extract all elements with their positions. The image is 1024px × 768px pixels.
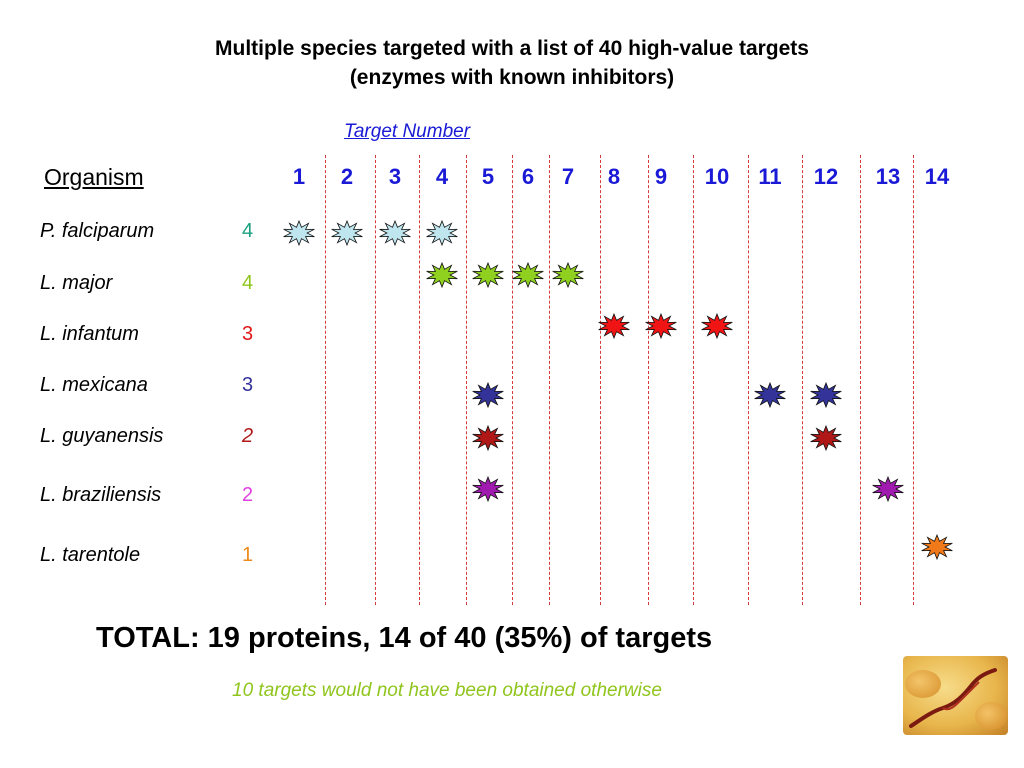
organism-target-count: 1 — [242, 544, 254, 566]
column-divider — [648, 155, 649, 605]
column-divider — [419, 155, 420, 605]
organism-name: L. braziliensis — [40, 484, 162, 506]
target-marker-star — [379, 219, 411, 247]
column-number-13: 13 — [875, 164, 901, 189]
column-divider — [325, 155, 326, 605]
organism-header: Organism — [44, 164, 144, 190]
column-number-6: 6 — [521, 164, 535, 189]
trypanosome-image — [903, 656, 1008, 735]
target-marker-star — [512, 261, 544, 289]
target-marker-star — [472, 261, 504, 289]
organism-target-count: 3 — [242, 374, 254, 396]
organism-name: L. infantum — [40, 323, 139, 345]
target-marker-star — [331, 219, 363, 247]
column-number-2: 2 — [340, 164, 354, 189]
target-marker-star — [598, 312, 630, 340]
organism-target-count: 2 — [242, 425, 254, 447]
column-number-9: 9 — [654, 164, 668, 189]
organism-name: L. tarentole — [40, 544, 141, 566]
organism-target-count: 3 — [242, 323, 254, 345]
total-summary: TOTAL: 19 proteins, 14 of 40 (35%) of ta… — [96, 622, 713, 654]
target-marker-star — [472, 475, 504, 503]
column-divider — [512, 155, 513, 605]
title-line-2: (enzymes with known inhibitors) — [349, 66, 675, 89]
column-number-5: 5 — [481, 164, 495, 189]
target-marker-star — [754, 381, 786, 409]
organism-name: L. mexicana — [40, 374, 148, 396]
column-number-12: 12 — [813, 164, 839, 189]
column-number-11: 11 — [758, 164, 782, 189]
column-divider — [375, 155, 376, 605]
column-number-1: 1 — [292, 164, 306, 189]
target-marker-star — [283, 219, 315, 247]
column-divider — [466, 155, 467, 605]
note-text: 10 targets would not have been obtained … — [232, 680, 662, 701]
column-divider — [860, 155, 861, 605]
column-divider — [802, 155, 803, 605]
organism-name: L. guyanensis — [40, 425, 164, 447]
column-number-7: 7 — [561, 164, 575, 189]
column-divider — [600, 155, 601, 605]
target-number-label: Target Number — [344, 121, 471, 142]
target-marker-star — [921, 533, 953, 561]
target-marker-star — [472, 424, 504, 452]
slide-title: Multiple species targeted with a list of… — [0, 34, 1024, 92]
column-divider — [748, 155, 749, 605]
target-marker-star — [552, 261, 584, 289]
column-divider — [693, 155, 694, 605]
target-marker-star — [645, 312, 677, 340]
target-marker-star — [426, 261, 458, 289]
target-marker-star — [810, 381, 842, 409]
target-marker-star — [701, 312, 733, 340]
column-divider — [913, 155, 914, 605]
column-number-14: 14 — [924, 164, 950, 189]
organism-target-count: 4 — [242, 272, 254, 294]
column-number-3: 3 — [388, 164, 402, 189]
column-divider — [549, 155, 550, 605]
organism-target-count: 2 — [242, 484, 254, 506]
organism-target-count: 4 — [242, 220, 254, 242]
column-number-8: 8 — [607, 164, 621, 189]
organism-name: L. major — [40, 272, 113, 294]
title-line-1: Multiple species targeted with a list of… — [215, 37, 809, 60]
column-number-10: 10 — [704, 164, 730, 189]
target-marker-star — [472, 381, 504, 409]
column-number-4: 4 — [435, 164, 449, 189]
target-marker-star — [872, 475, 904, 503]
target-marker-star — [426, 219, 458, 247]
organism-name: P. falciparum — [40, 220, 155, 242]
target-marker-star — [810, 424, 842, 452]
